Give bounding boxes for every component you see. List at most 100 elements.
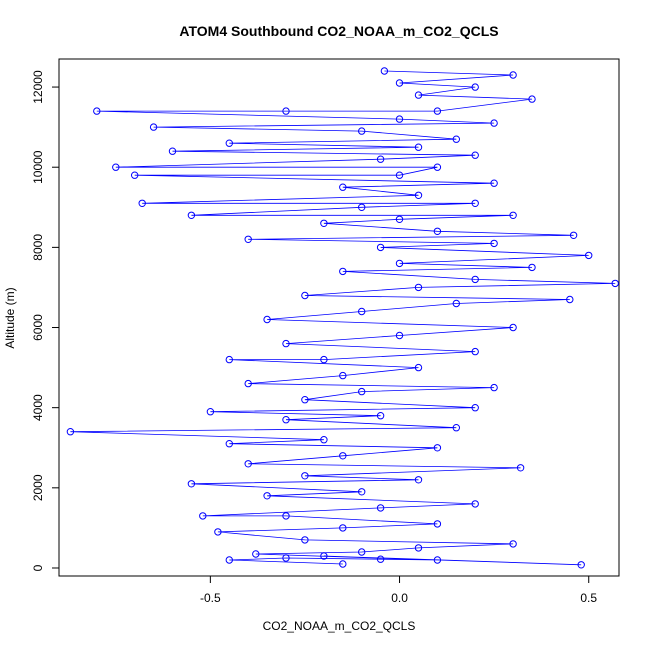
data-point	[509, 540, 517, 548]
data-point	[225, 139, 234, 147]
data-point	[358, 127, 366, 135]
data-point	[206, 408, 215, 416]
data-point	[187, 480, 196, 488]
data-point	[199, 512, 207, 520]
y-tick-label: 0	[31, 564, 45, 571]
data-point	[282, 339, 290, 348]
data-point	[395, 115, 404, 123]
data-point	[339, 524, 347, 532]
x-axis: -0.5 0.0 0.5	[200, 576, 597, 605]
data-point	[263, 315, 271, 324]
data-point	[395, 259, 404, 268]
data-point	[282, 416, 290, 424]
x-tick-label: 0.5	[580, 591, 597, 605]
data-point	[452, 424, 460, 432]
data-point	[320, 355, 328, 364]
data-point	[433, 444, 442, 452]
data-point	[214, 528, 222, 536]
data-point	[376, 504, 385, 512]
data-point	[138, 199, 146, 208]
data-point	[569, 231, 578, 240]
data-point	[471, 347, 479, 356]
data-point	[282, 107, 290, 115]
data-point	[585, 251, 593, 260]
data-point	[414, 191, 423, 200]
data-point	[414, 476, 423, 484]
data-point	[433, 520, 442, 528]
data-point	[263, 492, 271, 500]
data-point	[566, 295, 574, 304]
series-line	[70, 70, 616, 566]
data-point	[490, 239, 498, 248]
data-point	[301, 291, 309, 300]
data-point	[509, 323, 517, 332]
data-point	[358, 307, 366, 316]
data-point	[452, 299, 460, 308]
data-point	[376, 243, 385, 252]
data-series	[66, 67, 619, 569]
y-tick-label: 6000	[31, 314, 45, 341]
data-point	[471, 151, 479, 159]
data-point	[490, 383, 498, 392]
data-point	[509, 71, 517, 79]
data-point	[509, 211, 517, 220]
data-point	[433, 556, 442, 564]
data-point	[225, 556, 234, 564]
data-point	[301, 536, 309, 544]
y-tick-label: 12000	[31, 70, 45, 104]
data-point	[282, 554, 290, 562]
data-point	[376, 555, 385, 563]
data-point	[471, 275, 479, 284]
data-point	[358, 203, 366, 212]
data-point	[471, 500, 479, 508]
data-point	[577, 561, 585, 569]
data-point	[358, 488, 366, 496]
data-point	[320, 552, 328, 560]
data-point	[252, 550, 260, 558]
data-point	[358, 387, 366, 396]
data-point	[112, 163, 120, 171]
data-point	[471, 83, 479, 91]
data-point	[339, 560, 347, 568]
data-point	[490, 179, 498, 187]
data-point	[320, 436, 328, 444]
chart-title: ATOM4 Southbound CO2_NOAA_m_CO2_QCLS	[179, 23, 498, 39]
data-point	[395, 171, 404, 179]
data-point	[528, 95, 536, 103]
y-axis: 0 2000 4000 6000 8000 10000 12000	[31, 70, 59, 571]
data-point	[395, 331, 404, 340]
data-point	[225, 440, 234, 448]
data-point	[339, 371, 347, 380]
data-point	[414, 544, 423, 552]
x-tick-label: -0.5	[200, 591, 221, 605]
data-point	[225, 355, 234, 364]
data-point	[433, 107, 442, 115]
data-point	[414, 283, 423, 292]
data-point	[395, 79, 404, 87]
y-axis-label: Altitude (m)	[3, 287, 17, 348]
y-tick-label: 4000	[31, 394, 45, 421]
x-tick-label: 0.0	[391, 591, 408, 605]
data-point	[244, 379, 252, 388]
data-point	[93, 107, 101, 115]
data-point	[301, 472, 309, 480]
data-point	[414, 363, 423, 372]
data-point	[490, 119, 498, 127]
data-point	[376, 155, 385, 163]
data-point	[380, 67, 389, 75]
data-point	[452, 135, 460, 143]
data-point	[414, 143, 423, 151]
data-point	[414, 91, 423, 99]
data-point	[339, 183, 347, 191]
data-point	[66, 428, 75, 436]
plot-frame	[58, 58, 620, 577]
y-tick-label: 10000	[31, 150, 45, 184]
y-tick-label: 8000	[31, 234, 45, 261]
y-tick-label: 2000	[31, 474, 45, 501]
x-axis-label: CO2_NOAA_m_CO2_QCLS	[263, 619, 416, 633]
data-point	[244, 460, 252, 468]
data-point	[339, 267, 347, 276]
data-point	[282, 512, 290, 520]
data-point	[244, 235, 252, 244]
